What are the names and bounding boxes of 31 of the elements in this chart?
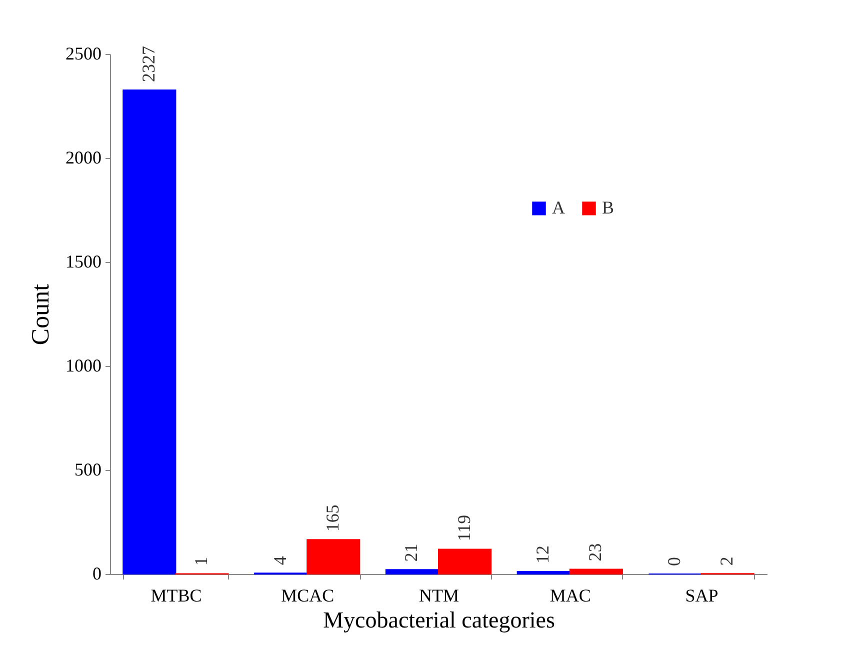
bar [516, 571, 570, 574]
data-label: 1 [190, 556, 211, 566]
x-tick-label: MAC [550, 586, 591, 606]
y-tick-label: 1500 [66, 252, 102, 272]
y-tick-label: 2000 [66, 148, 102, 168]
y-axis-title: Count [28, 284, 54, 346]
x-tick-label: MTBC [150, 586, 202, 606]
y-tick-label: 2500 [66, 44, 102, 64]
y-tick-label: 500 [74, 460, 102, 480]
data-label: 4 [270, 556, 290, 566]
data-label: 119 [454, 514, 474, 542]
data-label: 165 [322, 504, 342, 532]
x-tick-label: SAP [685, 586, 718, 606]
bar [122, 89, 176, 574]
x-axis-title: Mycobacterial categories [323, 608, 555, 632]
legend-label: B [602, 197, 614, 218]
legend-label: A [552, 197, 565, 218]
data-label: 12 [532, 546, 553, 564]
bar [569, 568, 623, 574]
data-label: 23 [585, 543, 606, 562]
data-label: 2 [716, 556, 737, 566]
data-label: 0 [664, 557, 684, 566]
bar [385, 569, 439, 574]
x-tick-label: MCAC [281, 586, 334, 606]
data-label: 2327 [138, 46, 158, 82]
bar [306, 539, 360, 574]
bar [438, 548, 492, 574]
y-tick-label: 0 [92, 564, 102, 584]
data-label: 21 [401, 544, 422, 562]
y-tick-label: 1000 [66, 356, 102, 376]
x-tick-label: NTM [419, 586, 459, 606]
